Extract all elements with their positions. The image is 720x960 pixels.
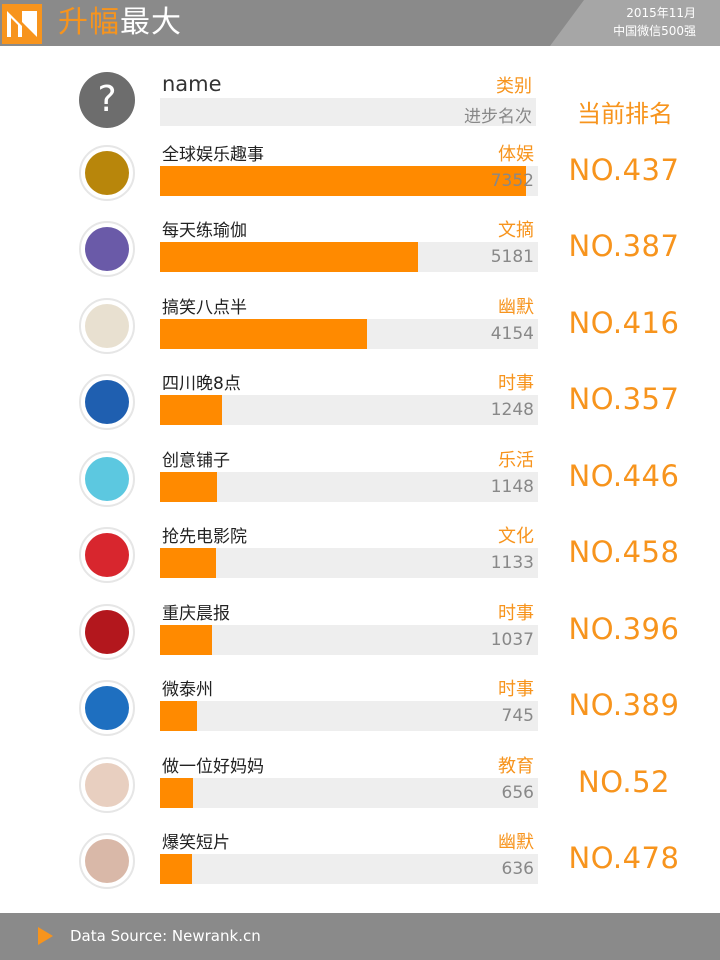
bar-fill xyxy=(160,778,193,808)
bar-fill xyxy=(160,701,197,731)
value-label: 636 xyxy=(501,859,534,879)
list-item: 创意铺子 乐活 1148 NO.446 xyxy=(0,442,720,519)
bar-fill xyxy=(160,319,367,349)
title-highlight: 升幅 xyxy=(58,5,120,40)
value-label: 1037 xyxy=(490,630,534,650)
list-item: 抢先电影院 文化 1133 NO.458 xyxy=(0,518,720,595)
account-name: 做一位好妈妈 xyxy=(162,757,264,777)
avatar-icon xyxy=(79,221,135,277)
value-label: 4154 xyxy=(490,324,534,344)
footer-bar: Data Source: Newrank.cn xyxy=(0,913,720,960)
header-bar: 升幅最大 2015年11月 中国微信500强 xyxy=(0,0,720,46)
avatar-icon xyxy=(79,604,135,660)
list-item: 四川晚8点 时事 1248 NO.357 xyxy=(0,365,720,442)
value-label: 745 xyxy=(501,706,534,726)
legend-bar: 进步名次 xyxy=(160,98,536,127)
account-name: 爆笑短片 xyxy=(162,833,230,853)
data-source: Data Source: Newrank.cn xyxy=(70,927,261,945)
legend-name-label: name xyxy=(162,72,222,96)
play-icon xyxy=(38,927,53,945)
avatar-icon xyxy=(79,757,135,813)
bar-fill xyxy=(160,625,212,655)
bar-track: 5181 xyxy=(160,242,538,272)
question-icon: ? xyxy=(79,72,135,128)
bar-track: 636 xyxy=(160,854,538,884)
avatar-icon xyxy=(79,451,135,507)
date-badge: 2015年11月 中国微信500强 xyxy=(550,0,720,46)
value-label: 1248 xyxy=(490,400,534,420)
account-name: 全球娱乐趣事 xyxy=(162,145,264,165)
category-label: 体娱 xyxy=(498,144,534,165)
value-label: 7352 xyxy=(490,171,534,191)
bar-track: 745 xyxy=(160,701,538,731)
list-item: 每天练瑜伽 文摘 5181 NO.387 xyxy=(0,212,720,289)
avatar-icon xyxy=(79,833,135,889)
rank-label: NO.478 xyxy=(568,841,680,875)
bar-track: 1037 xyxy=(160,625,538,655)
rank-label: NO.387 xyxy=(568,229,680,263)
bar-track: 1248 xyxy=(160,395,538,425)
bar-track: 7352 xyxy=(160,166,538,196)
category-label: 时事 xyxy=(498,373,534,394)
list-item: 全球娱乐趣事 体娱 7352 NO.437 xyxy=(0,136,720,213)
avatar-icon xyxy=(79,527,135,583)
avatar-icon xyxy=(79,374,135,430)
bar-track: 1148 xyxy=(160,472,538,502)
bar-fill xyxy=(160,166,526,196)
list-item: 搞笑八点半 幽默 4154 NO.416 xyxy=(0,289,720,366)
rank-label: NO.416 xyxy=(568,306,680,340)
badge-date: 2015年11月 xyxy=(626,6,696,20)
category-label: 乐活 xyxy=(498,450,534,471)
rank-label: NO.446 xyxy=(568,459,680,493)
list-item: 做一位好妈妈 教育 656 NO.52 xyxy=(0,748,720,825)
category-label: 幽默 xyxy=(498,297,534,318)
bar-fill xyxy=(160,242,418,272)
bar-fill xyxy=(160,548,216,578)
category-label: 幽默 xyxy=(498,832,534,853)
bar-track: 1133 xyxy=(160,548,538,578)
rank-label: NO.458 xyxy=(568,535,680,569)
badge-subtitle: 中国微信500强 xyxy=(613,24,696,38)
title-rest: 最大 xyxy=(120,5,182,40)
avatar-icon xyxy=(79,298,135,354)
value-label: 1133 xyxy=(490,553,534,573)
account-name: 四川晚8点 xyxy=(162,374,241,394)
value-label: 1148 xyxy=(490,477,534,497)
legend-progress-label: 进步名次 xyxy=(464,107,532,127)
category-label: 时事 xyxy=(498,603,534,624)
value-label: 656 xyxy=(501,783,534,803)
account-name: 搞笑八点半 xyxy=(162,298,247,318)
category-label: 教育 xyxy=(498,756,534,777)
bar-track: 4154 xyxy=(160,319,538,349)
bar-fill xyxy=(160,395,222,425)
list-item: 微泰州 时事 745 NO.389 xyxy=(0,671,720,748)
legend-category-label: 类别 xyxy=(496,76,532,97)
value-label: 5181 xyxy=(490,247,534,267)
bar-fill xyxy=(160,854,192,884)
legend-rank-label: 当前排名 xyxy=(577,100,673,128)
avatar-icon xyxy=(79,145,135,201)
account-name: 微泰州 xyxy=(162,680,213,700)
avatar-icon xyxy=(79,680,135,736)
account-name: 抢先电影院 xyxy=(162,527,247,547)
page-title: 升幅最大 xyxy=(58,3,182,43)
account-name: 重庆晨报 xyxy=(162,604,230,624)
rank-label: NO.389 xyxy=(568,688,680,722)
bar-fill xyxy=(160,472,217,502)
rank-label: NO.52 xyxy=(578,765,670,799)
rank-label: NO.396 xyxy=(568,612,680,646)
account-name: 每天练瑜伽 xyxy=(162,221,247,241)
list-item: 爆笑短片 幽默 636 NO.478 xyxy=(0,824,720,901)
category-label: 文化 xyxy=(498,526,534,547)
rank-label: NO.437 xyxy=(568,153,680,187)
list-item: 重庆晨报 时事 1037 NO.396 xyxy=(0,595,720,672)
bar-track: 656 xyxy=(160,778,538,808)
category-label: 时事 xyxy=(498,679,534,700)
rank-label: NO.357 xyxy=(568,382,680,416)
logo-icon xyxy=(2,4,42,44)
account-name: 创意铺子 xyxy=(162,451,230,471)
category-label: 文摘 xyxy=(498,220,534,241)
